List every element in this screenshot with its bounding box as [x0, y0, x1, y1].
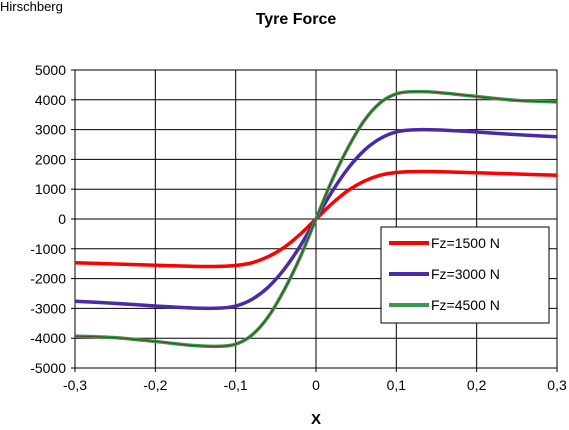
y-tick-label: 5000 — [35, 62, 66, 78]
legend-label: Fz=3000 N — [431, 266, 500, 282]
x-tick-label: -0,2 — [143, 377, 167, 393]
y-tick-label: -5000 — [30, 360, 66, 376]
chart-title: Tyre Force — [256, 11, 337, 28]
series-lines — [74, 89, 558, 349]
y-tick-label: 1000 — [35, 181, 66, 197]
y-tick-label: 0 — [58, 211, 66, 227]
y-tick-label: -1000 — [30, 241, 66, 257]
legend: Fz=1500 N Fz=3000 N Fz=4500 N — [380, 226, 550, 324]
y-tick-label: 2000 — [35, 151, 66, 167]
x-tick-label: 0 — [312, 377, 320, 393]
x-tick-label: 0,1 — [387, 377, 407, 393]
x-tick-label: -0,1 — [224, 377, 248, 393]
legend-label: Fz=1500 N — [431, 235, 500, 251]
x-tick-label: -0,3 — [63, 377, 87, 393]
y-tick-label: 3000 — [35, 122, 66, 138]
x-tick-label: 0,3 — [547, 377, 567, 393]
x-axis-label: X — [311, 411, 321, 428]
corner-label: Hirschberg — [0, 0, 63, 14]
x-tick-label: 0,2 — [467, 377, 487, 393]
y-tick-label: -3000 — [30, 300, 66, 316]
y-tick-label: 4000 — [35, 92, 66, 108]
y-tick-label: -2000 — [30, 271, 66, 287]
axes: -5000 -4000 -3000 -2000 -1000 0 1000 2000 3000 40… — [30, 62, 567, 393]
series-line-3-overlay — [74, 91, 558, 347]
y-tick-label: -4000 — [30, 330, 66, 346]
legend-label: Fz=4500 N — [431, 297, 500, 313]
